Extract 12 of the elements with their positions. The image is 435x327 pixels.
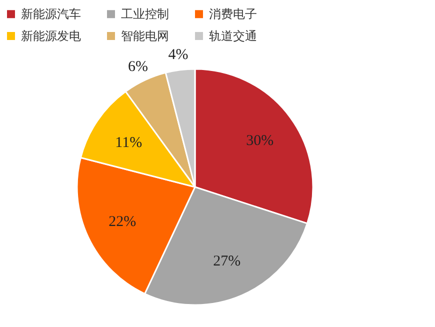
legend-label: 新能源发电 bbox=[21, 29, 81, 43]
legend-label: 消费电子 bbox=[209, 7, 257, 22]
data-label: 30% bbox=[246, 132, 274, 149]
legend-label: 新能源汽车 bbox=[21, 7, 81, 22]
legend-label: 工业控制 bbox=[121, 7, 169, 22]
data-label: 4% bbox=[168, 47, 188, 64]
data-label: 11% bbox=[115, 134, 142, 151]
data-label: 22% bbox=[108, 214, 136, 230]
data-label: 27% bbox=[213, 254, 241, 270]
data-label: 6% bbox=[128, 58, 148, 75]
legend-label: 智能电网 bbox=[121, 29, 169, 43]
legend-label: 轨道交通 bbox=[209, 29, 257, 43]
